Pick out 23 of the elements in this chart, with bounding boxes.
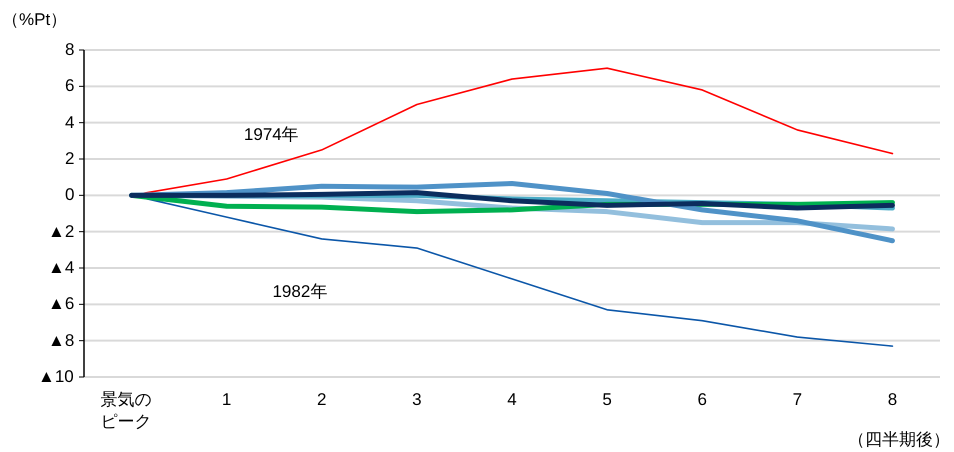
y-tick-label: ▲6 <box>48 293 74 316</box>
y-tick-label: 6 <box>65 75 74 98</box>
x-tick-label: 1 <box>220 389 232 411</box>
y-tick-label: 8 <box>65 39 74 61</box>
x-tick-label: 4 <box>506 389 518 411</box>
x-tick-label: 2 <box>316 389 328 411</box>
x-tick-label: 3 <box>411 389 423 411</box>
y-tick-label: ▲2 <box>48 220 74 243</box>
y-tick-label: ▲10 <box>38 366 74 388</box>
x-tick-label: 5 <box>601 389 613 411</box>
text: 1982年 <box>272 280 328 303</box>
series-label: 1974年 <box>244 124 299 146</box>
y-axis-title: （%Pt） <box>2 9 68 31</box>
y-tick-label: 2 <box>65 148 74 170</box>
x-axis-title: （四半期後） <box>848 429 950 451</box>
y-tick-label: ▲8 <box>48 330 74 352</box>
x-tick-label: 7 <box>792 389 804 411</box>
x-tick-label: 景気のピーク <box>100 389 153 434</box>
y-tick-label: 0 <box>65 184 74 206</box>
y-tick-label: 4 <box>65 112 74 134</box>
x-tick-label: 6 <box>696 389 708 411</box>
y-tick-label: ▲4 <box>48 257 74 279</box>
x-tick-label: 8 <box>886 389 898 411</box>
